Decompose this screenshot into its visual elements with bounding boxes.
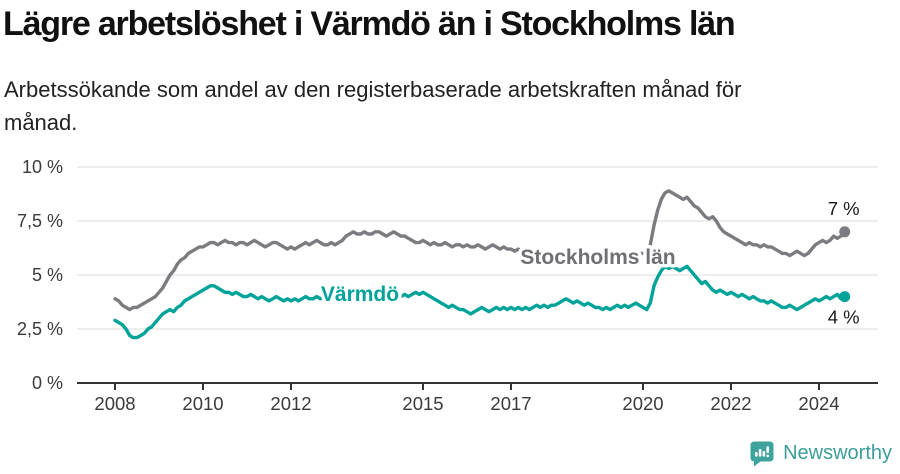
x-axis-tick-label: 2015: [402, 393, 443, 414]
end-value-label-stockholms-lan: 7 %: [828, 198, 860, 219]
y-axis-tick-label: 5 %: [32, 265, 63, 285]
logo-bar-2: [758, 449, 762, 457]
end-dot-varmdo: [839, 291, 851, 303]
x-axis-tick-label: 2024: [798, 393, 839, 414]
x-axis-tick-label: 2017: [490, 393, 531, 414]
x-axis-tick-label: 2012: [270, 393, 311, 414]
logo-exclamation-dot: [766, 454, 770, 458]
y-axis-tick-label: 0 %: [32, 373, 63, 393]
chart-subtitle: Arbetssökande som andel av den registerb…: [4, 74, 741, 139]
end-value-label-varmdo: 4 %: [828, 307, 860, 328]
y-axis-tick-label: 7,5 %: [17, 211, 63, 231]
newsworthy-logo-icon: [750, 441, 774, 467]
chart-subtitle-line-1: Arbetssökande som andel av den registerb…: [4, 77, 742, 102]
chart-title: Lägre arbetslöshet i Värmdö än i Stockho…: [3, 5, 736, 43]
end-dot-stockholms-lan: [839, 226, 851, 238]
chart-subtitle-line-2: månad.: [4, 109, 78, 135]
series-line-varmdo: [113, 264, 847, 340]
x-axis-tick-label: 2022: [710, 393, 751, 414]
series-label-stockholms-lan: Stockholms län: [520, 246, 675, 269]
y-axis-tick-label: 2,5 %: [17, 319, 63, 339]
x-axis-tick-label: 2010: [182, 393, 223, 414]
speech-bubble-shape: [750, 441, 774, 467]
newsworthy-brand-name: Newsworthy: [783, 442, 892, 464]
logo-bar-3: [762, 451, 766, 457]
series-label-varmdo: Värmdö: [321, 283, 399, 306]
x-axis-tick-label: 2020: [622, 393, 663, 414]
series-line-stockholms-lan: [113, 189, 847, 312]
newsworthy-logo[interactable]: Newsworthy: [749, 440, 892, 467]
logo-bar-1: [755, 452, 758, 457]
x-axis-tick-label: 2008: [94, 393, 135, 414]
logo-exclamation-bar: [766, 446, 770, 453]
y-axis-tick-label: 10 %: [22, 157, 63, 177]
